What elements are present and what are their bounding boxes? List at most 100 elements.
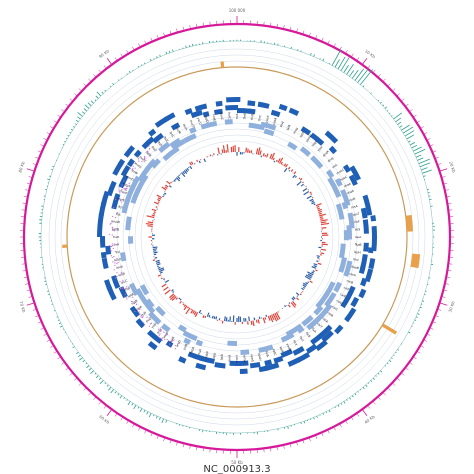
gc-bar	[267, 315, 271, 321]
coordinate-tick	[144, 430, 147, 434]
skew-dot	[166, 338, 168, 341]
coordinate-tick-label: 40 Kb	[363, 414, 376, 425]
skew-dot	[125, 189, 127, 191]
gene-label: thiP	[140, 311, 147, 318]
coordinate-tick	[69, 98, 73, 101]
skew-spike	[153, 414, 155, 417]
skew-spike	[159, 54, 161, 57]
coordinate-tick	[196, 447, 198, 451]
skew-track	[38, 39, 436, 436]
gc-bar	[293, 171, 297, 175]
coordinate-tick	[339, 424, 342, 428]
coordinate-tick	[445, 189, 449, 191]
forward-gene	[368, 258, 376, 270]
gene-label: lspA	[355, 235, 362, 239]
skew-spike	[300, 422, 302, 425]
skew-spike	[354, 393, 357, 396]
forward-gene	[270, 109, 281, 118]
gene-label: rluA	[197, 348, 203, 356]
forward-gene	[118, 286, 128, 299]
coordinate-tick-label: 100 000	[229, 8, 246, 13]
skew-spike	[351, 69, 359, 79]
skew-dot	[144, 156, 146, 158]
gene-label: caiC	[331, 305, 339, 312]
reverse-gene	[320, 303, 333, 317]
forward-gene	[258, 365, 269, 373]
gc-bar	[157, 274, 162, 277]
gene-label: thrL	[235, 113, 239, 119]
gc-bar	[271, 314, 275, 321]
skew-spike	[340, 403, 343, 405]
coordinate-tick	[169, 440, 172, 444]
skew-dot	[110, 255, 112, 257]
skew-spike	[74, 123, 77, 125]
skew-dot	[115, 277, 117, 279]
skew-dot	[118, 266, 120, 268]
gc-bar	[299, 293, 302, 296]
skew-dot	[174, 345, 176, 347]
gene-label: mog	[292, 127, 299, 135]
gc-bar	[178, 297, 181, 300]
skew-spike	[118, 79, 120, 81]
forward-gene	[120, 164, 131, 177]
gene-label: guaC	[219, 112, 224, 120]
feature-mark	[381, 323, 398, 335]
gc-bar	[226, 144, 229, 153]
forward-gene	[97, 224, 103, 237]
gc-bar	[313, 203, 316, 206]
skew-dot	[148, 145, 150, 147]
skew-spike	[155, 415, 158, 419]
skew-spike	[139, 408, 143, 413]
gc-bar	[152, 259, 156, 262]
coordinate-tick	[35, 156, 39, 159]
forward-gene	[105, 245, 112, 255]
gc-bar	[153, 201, 159, 205]
forward-gene	[362, 219, 369, 234]
gene-label: yaaU	[285, 343, 292, 352]
skew-dot	[122, 279, 124, 281]
skew-spike	[351, 395, 354, 398]
forward-gene	[319, 324, 333, 338]
coordinate-tick	[23, 196, 27, 198]
skew-spike	[95, 95, 99, 99]
gc-bar	[312, 270, 315, 273]
feature-mark	[220, 61, 225, 68]
skew-spike	[422, 300, 425, 302]
skew-dot	[169, 343, 171, 345]
skew-dot	[126, 186, 128, 188]
coordinate-tick	[103, 405, 107, 409]
skew-dot	[138, 160, 140, 162]
gene-label: fkpB	[355, 242, 362, 246]
gene-label: caiA	[322, 316, 330, 324]
coordinate-tick	[401, 98, 405, 101]
gene-label: kefF	[279, 346, 285, 354]
skew-dot	[113, 269, 115, 271]
coordinate-tick	[397, 93, 400, 96]
coordinate-tick	[25, 189, 29, 191]
forward-gene	[371, 237, 377, 252]
forward-gene	[328, 145, 337, 155]
coordinate-tick	[417, 120, 421, 123]
skew-spike	[382, 104, 385, 107]
gc-bar	[183, 170, 188, 174]
gene-label: caiT	[316, 322, 323, 329]
forward-gene	[101, 257, 109, 269]
gc-bar	[311, 266, 317, 269]
coordinate-tick	[40, 144, 44, 147]
coordinate-tick	[417, 351, 421, 354]
coordinate-tick	[74, 93, 77, 96]
coordinate-tick	[83, 388, 86, 391]
coordinate-tick	[26, 168, 34, 172]
gc-bar	[157, 198, 161, 202]
reverse-gene	[169, 137, 182, 149]
skew-dot	[116, 275, 118, 278]
gc-bar	[266, 153, 269, 158]
coordinate-tick	[57, 357, 61, 360]
reverse-gene	[338, 257, 348, 273]
skew-dot	[148, 325, 151, 327]
gc-bar	[264, 154, 267, 157]
skew-dot	[135, 162, 137, 165]
coordinate-tick	[53, 120, 57, 123]
gc-bar	[222, 145, 226, 153]
